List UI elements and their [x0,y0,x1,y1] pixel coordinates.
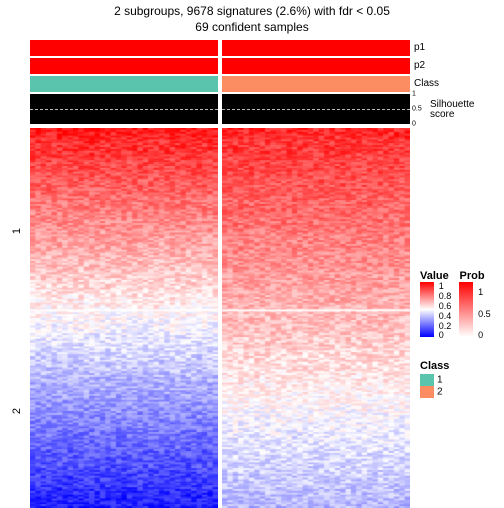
sil-tick-0: 0 [412,121,416,128]
label-p2: p2 [414,60,425,71]
heatmap-left [30,128,218,508]
annot-p1 [30,40,410,56]
sil-tick-1: 1 [412,91,416,98]
label-sil: Silhouettescore [430,100,474,120]
title-line1: 2 subgroups, 9678 signatures (2.6%) with… [0,4,504,20]
prob-tick-05: 0.5 [478,304,491,326]
heatmap [30,128,410,508]
row-label-2: 2 [11,408,23,414]
legend-value: Value Prob 1 0.8 0.6 0.4 0.2 0 1 0.5 0 [420,270,491,347]
prob-tick-0: 0 [478,325,491,347]
class-item-2: 2 [437,387,443,398]
annot-p2 [30,58,410,74]
title-block: 2 subgroups, 9678 signatures (2.6%) with… [0,0,504,35]
row-label-1: 1 [11,228,23,234]
sil-tick-05: 0.5 [412,106,422,113]
label-class: Class [414,78,439,89]
title-line2: 69 confident samples [0,20,504,36]
prob-tick-1: 1 [478,282,491,304]
label-p1: p1 [414,42,425,53]
plot-area: 1 0.5 0 [30,40,410,500]
legend-class-title: Class [420,360,449,372]
annot-silhouette: 1 0.5 0 [30,94,410,124]
heatmap-right [222,128,410,508]
class-item-1: 1 [437,375,443,386]
val-tick-0: 0 [439,331,452,341]
legend-class: Class 1 2 [420,360,449,398]
legend-value-title: Value [420,270,449,282]
legend-prob-title: Prob [460,270,485,282]
annot-class [30,76,410,92]
